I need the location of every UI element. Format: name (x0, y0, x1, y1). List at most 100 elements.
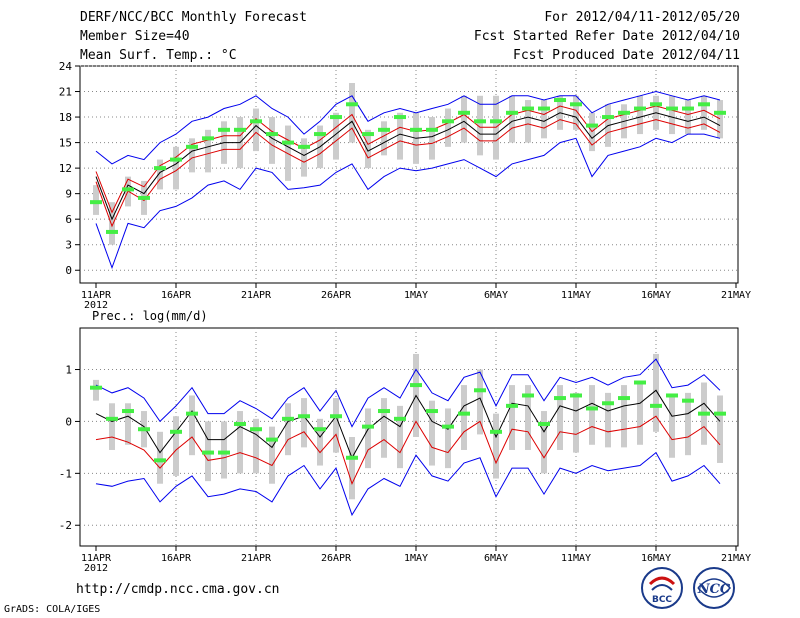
temp-observed-marker (218, 127, 230, 132)
header-variable: Mean Surf. Temp.: °C (80, 48, 237, 63)
precip-spread-bar (541, 411, 547, 474)
temp-xtick-label: 16APR (161, 290, 192, 301)
precip-observed-marker (330, 414, 342, 419)
temp-observed-marker (90, 200, 102, 205)
temp-spread-bar (269, 117, 275, 164)
temp-observed-marker (186, 144, 198, 149)
precip-observed-marker (586, 406, 598, 411)
temp-observed-marker (522, 106, 534, 111)
temp-observed-marker (666, 106, 678, 111)
temp-spread-bar (717, 100, 723, 139)
temp-ytick-label: 18 (59, 111, 72, 124)
precip-observed-marker (618, 396, 630, 401)
precip-xtick-label: 11APR (81, 553, 112, 564)
precip-observed-marker (410, 383, 422, 388)
precip-spread-bar (717, 395, 723, 463)
precip-spread-bar (653, 353, 659, 432)
temp-observed-marker (394, 115, 406, 120)
precip-spread-bar (253, 418, 259, 474)
temp-spread-bar (173, 146, 179, 190)
precip-observed-marker (570, 393, 582, 398)
precip-observed-marker (122, 409, 134, 414)
precip-xtick-label: 16MAY (641, 553, 671, 564)
precip-spread-bar (477, 369, 483, 435)
precip-ytick-label: -1 (59, 467, 72, 480)
precip-observed-marker (170, 429, 182, 434)
precip-line-lower-blue (95, 451, 721, 517)
footer-url[interactable]: http://cmdp.ncc.cma.gov.cn (76, 582, 280, 597)
precip-observed-marker (650, 403, 662, 408)
precip-spread-bar (125, 403, 131, 445)
temp-ytick-label: 0 (65, 264, 72, 277)
precip-spread-bar (365, 408, 371, 469)
temp-spread-bar (541, 100, 547, 139)
temp-observed-marker (490, 119, 502, 124)
precip-spread-bar (109, 403, 115, 450)
temp-spread-bar (157, 159, 163, 190)
precip-observed-marker (538, 422, 550, 427)
temp-observed-marker (426, 127, 438, 132)
temp-spread-bar (509, 95, 515, 143)
precip-observed-marker (266, 437, 278, 442)
grads-credit: GrADS: COLA/IGES (4, 604, 101, 615)
temp-line-lower-blue (95, 133, 721, 270)
precip-observed-marker (634, 380, 646, 385)
precip-observed-marker (186, 411, 198, 416)
temp-observed-marker (314, 132, 326, 137)
precip-spread-bar (317, 418, 323, 466)
precip-spread-bar (189, 395, 195, 456)
precip-spread-bar (461, 385, 467, 450)
precip-xtick-label: 21MAY (721, 553, 751, 564)
precip-spread-bar (589, 385, 595, 445)
precip-xtick-label: 16APR (161, 553, 192, 564)
temp-spread-bar (349, 83, 355, 143)
temp-observed-marker (202, 136, 214, 141)
precip-ytick-label: 1 (65, 364, 72, 377)
temp-spread-bar (93, 185, 99, 215)
temp-spread-bar (477, 95, 483, 156)
temp-observed-marker (650, 102, 662, 107)
header-period: For 2012/04/11-2012/05/20 (544, 10, 740, 25)
precip-ytick-label: -2 (59, 519, 72, 532)
temp-spread-bar (445, 108, 451, 147)
temp-observed-marker (106, 229, 118, 234)
temp-ytick-label: 9 (65, 188, 72, 201)
temp-ytick-label: 21 (59, 86, 72, 99)
ncc-logo: NCC (693, 567, 735, 609)
precip-observed-marker (682, 398, 694, 403)
temp-spread-bar (573, 95, 579, 130)
temp-line-upper-blue (95, 90, 721, 165)
precip-observed-marker (154, 458, 166, 463)
precip-ytick-label: 0 (65, 415, 72, 428)
temp-observed-marker (474, 119, 486, 124)
precip-observed-marker (554, 396, 566, 401)
precip-xtick-label: 21APR (241, 553, 272, 564)
temp-observed-marker (346, 102, 358, 107)
temp-observed-marker (234, 127, 246, 132)
temp-observed-marker (698, 102, 710, 107)
temp-line-ensemble-mean (95, 112, 721, 221)
precip-spread-bar (221, 421, 227, 479)
precip-spread-bar (285, 403, 291, 456)
temp-observed-marker (570, 102, 582, 107)
temp-spread-bar (381, 121, 387, 156)
header-member-size: Member Size=40 (80, 29, 190, 44)
temp-observed-marker (170, 157, 182, 162)
precip-observed-marker (506, 403, 518, 408)
temp-year-label: 2012 (84, 300, 108, 311)
precip-spread-bar (637, 382, 643, 445)
precip-spread-bar (381, 398, 387, 458)
precip-panel-title: Prec.: log(mm/d) (92, 309, 208, 323)
temp-xtick-label: 21APR (241, 290, 272, 301)
precip-observed-marker (298, 414, 310, 419)
precip-spread-bar (621, 385, 627, 448)
temp-observed-marker (634, 106, 646, 111)
precip-line-lower-red (95, 415, 721, 486)
precip-spread-bar (173, 416, 179, 476)
precip-observed-marker (202, 450, 214, 455)
precip-panel: -2 -1 0 1 11APR 16APR 21APR 26APR 1MAY 6MAY 11MAY 1… (59, 327, 751, 574)
temp-observed-marker (250, 119, 262, 124)
precip-spread-bar (605, 392, 611, 448)
precip-spread-bar (349, 437, 355, 500)
precip-spread-bar (157, 431, 163, 484)
